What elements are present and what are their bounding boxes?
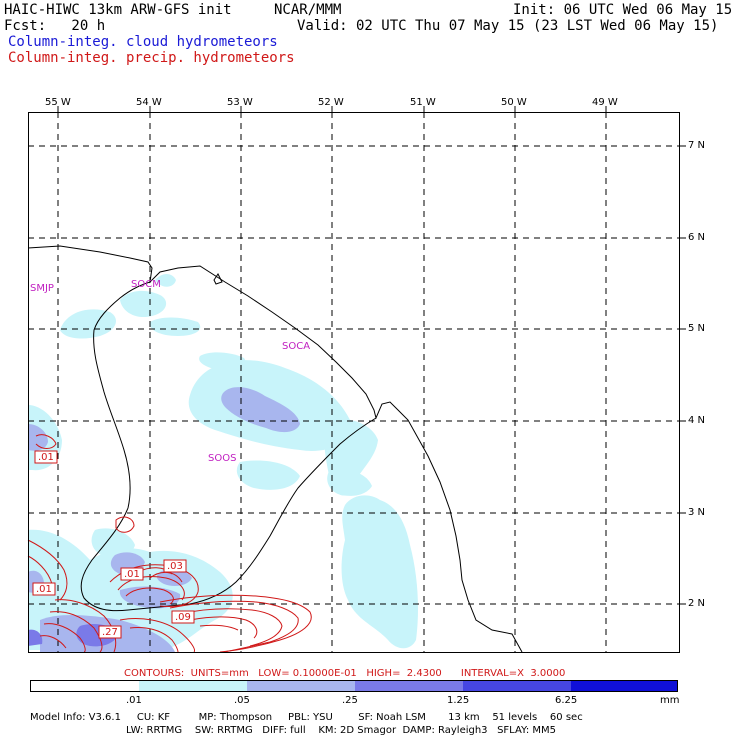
colorbar-unit: mm <box>660 695 680 706</box>
station-soca: SOCA <box>282 341 311 352</box>
lat-label-6n: 6 N <box>688 232 706 243</box>
init-time: Init: 06 UTC Wed 06 May 15 <box>513 2 733 18</box>
lon-label-51w: 51 W <box>410 97 436 108</box>
colorbar-tick: 1.25 <box>447 695 470 706</box>
field-precip-label: Column-integ. precip. hydrometeors <box>8 50 295 66</box>
lon-label-52w: 52 W <box>318 97 344 108</box>
lat-label-5n: 5 N <box>688 323 706 334</box>
lat-lon-grid <box>28 112 680 652</box>
colorbar <box>30 680 678 692</box>
colorbar-tick: .25 <box>342 695 358 706</box>
contour-label-boxes <box>32 450 195 639</box>
colorbar-segment <box>571 681 677 691</box>
model-info-line2: LW: RRTMG SW: RRTMG DIFF: full KM: 2D Sm… <box>126 725 556 736</box>
forecast-hour: Fcst: 20 h <box>4 18 106 34</box>
field-cloud-label: Column-integ. cloud hydrometeors <box>8 34 278 50</box>
station-soos: SOOS <box>208 453 237 464</box>
lat-label-4n: 4 N <box>688 415 706 426</box>
coastline-borders <box>27 245 523 653</box>
contour-label: .09 <box>175 612 191 623</box>
colorbar-segment <box>31 681 139 691</box>
contour-label: .03 <box>167 561 183 572</box>
colorbar-segment <box>355 681 463 691</box>
lon-label-49w: 49 W <box>592 97 618 108</box>
colorbar-segment <box>247 681 355 691</box>
lon-label-53w: 53 W <box>227 97 253 108</box>
station-socm: SOCM <box>131 279 161 290</box>
lat-label-2n: 2 N <box>688 598 706 609</box>
lon-label-55w: 55 W <box>45 97 71 108</box>
lon-label-50w: 50 W <box>501 97 527 108</box>
contour-label: .01 <box>36 584 52 595</box>
colorbar-tick: 6.25 <box>555 695 578 706</box>
station-smjp: SMJP <box>30 283 54 294</box>
lat-label-7n: 7 N <box>688 140 706 151</box>
contour-label: .01 <box>38 452 54 463</box>
lat-label-3n: 3 N <box>688 507 706 518</box>
model-info-line1: Model Info: V3.6.1 CU: KF MP: Thompson P… <box>30 712 583 723</box>
lon-label-54w: 54 W <box>136 97 162 108</box>
model-title: HAIC-HIWC 13km ARW-GFS init <box>4 2 232 18</box>
valid-time: Valid: 02 UTC Thu 07 May 15 (23 LST Wed … <box>297 18 719 34</box>
colorbar-segment <box>463 681 571 691</box>
colorbar-tick: .05 <box>234 695 250 706</box>
map-frame <box>28 112 680 653</box>
axis-ticks <box>57 106 686 605</box>
contour-label: .27 <box>102 627 118 638</box>
contour-info: CONTOURS: UNITS=mm LOW= 0.10000E-01 HIGH… <box>124 668 566 679</box>
colorbar-tick: .01 <box>126 695 142 706</box>
colorbar-segment <box>139 681 247 691</box>
org-label: NCAR/MMM <box>274 2 342 18</box>
contour-label: .01 <box>124 569 140 580</box>
